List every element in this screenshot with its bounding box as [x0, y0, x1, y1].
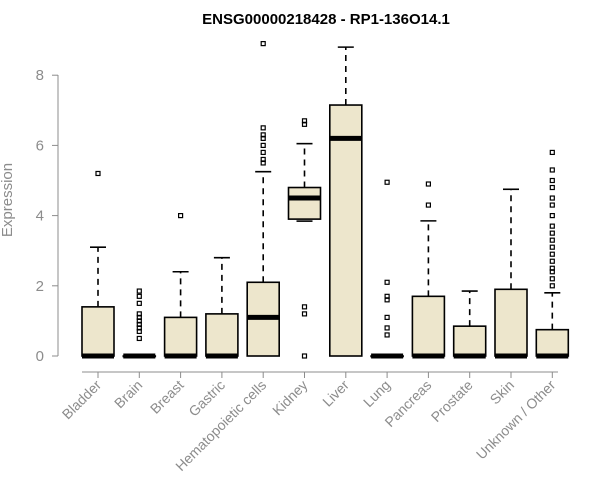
outlier-point [260, 149, 266, 156]
box-group [494, 188, 528, 359]
outlier-point [384, 179, 390, 185]
outlier-point [549, 244, 555, 250]
outlier-point [549, 265, 555, 271]
x-tick-label: Skin [487, 377, 518, 408]
outlier-point [549, 149, 555, 156]
outlier-point [549, 251, 555, 257]
outlier-point [136, 288, 142, 294]
outlier-point [384, 314, 390, 320]
chart-title: ENSG00000218428 - RP1-136O14.1 [202, 11, 450, 28]
box-group [452, 290, 487, 359]
box-body [81, 306, 115, 357]
outlier-point [549, 184, 555, 191]
x-tick-label: Liver [319, 377, 352, 410]
box-body [411, 295, 446, 357]
box-group [328, 46, 363, 357]
y-axis-ticks: 0 2 4 6 8 [36, 67, 58, 365]
outlier-point [549, 177, 555, 184]
box-body [205, 313, 239, 357]
outlier-point [95, 170, 101, 177]
box-body [163, 316, 198, 357]
outlier-point [549, 202, 555, 208]
x-tick-label: Prostate [428, 377, 476, 425]
outlier-point [425, 181, 431, 187]
y-tick-label: 0 [36, 348, 44, 365]
outlier-point [178, 213, 184, 219]
box-group [81, 170, 115, 359]
outlier-point [136, 335, 142, 342]
outlier-point [549, 195, 555, 201]
box-body [452, 325, 487, 357]
box-group [287, 118, 322, 359]
x-tick-label: Kidney [269, 377, 311, 419]
y-tick-label: 8 [36, 67, 44, 84]
outlier-point [549, 283, 555, 289]
box-series [81, 41, 570, 359]
outlier-point [301, 304, 308, 310]
x-tick-label: Bladder [59, 377, 105, 423]
x-tick-label: Breast [147, 377, 187, 417]
outlier-point [301, 311, 308, 317]
outlier-point [549, 223, 555, 229]
outlier-point [260, 41, 266, 47]
outlier-point [260, 132, 266, 138]
box-group [411, 181, 446, 359]
y-tick-label: 4 [36, 208, 44, 225]
outlier-point [549, 237, 555, 243]
outlier-point [549, 276, 555, 282]
outlier-point [260, 156, 266, 163]
box-group [122, 288, 157, 359]
outlier-point [260, 142, 266, 148]
outlier-point [260, 125, 266, 131]
y-tick-label: 2 [36, 278, 44, 295]
outlier-point [384, 279, 390, 285]
outlier-point [136, 300, 142, 306]
outlier-point [425, 202, 431, 208]
box-body [535, 328, 570, 357]
outlier-point [384, 293, 390, 299]
x-tick-label: Brain [111, 377, 145, 411]
outlier-point [549, 213, 555, 219]
box-group [163, 213, 198, 359]
box-body [287, 186, 322, 220]
box-group [535, 149, 570, 359]
outlier-point [549, 167, 555, 173]
outlier-point [136, 293, 142, 299]
outlier-point [136, 311, 142, 317]
outlier-point [384, 325, 390, 331]
y-tick-label: 6 [36, 137, 44, 154]
y-axis-label: Expression [0, 163, 16, 237]
box-body [494, 288, 528, 357]
box-group [370, 179, 404, 359]
box-group [246, 41, 280, 357]
outlier-point [301, 353, 308, 359]
outlier-point [301, 118, 308, 124]
outlier-point [549, 230, 555, 236]
outlier-point [384, 332, 390, 338]
x-tick-label: Lung [360, 377, 393, 410]
outlier-point [549, 258, 555, 264]
box-group [205, 256, 239, 359]
box-body [328, 104, 363, 357]
